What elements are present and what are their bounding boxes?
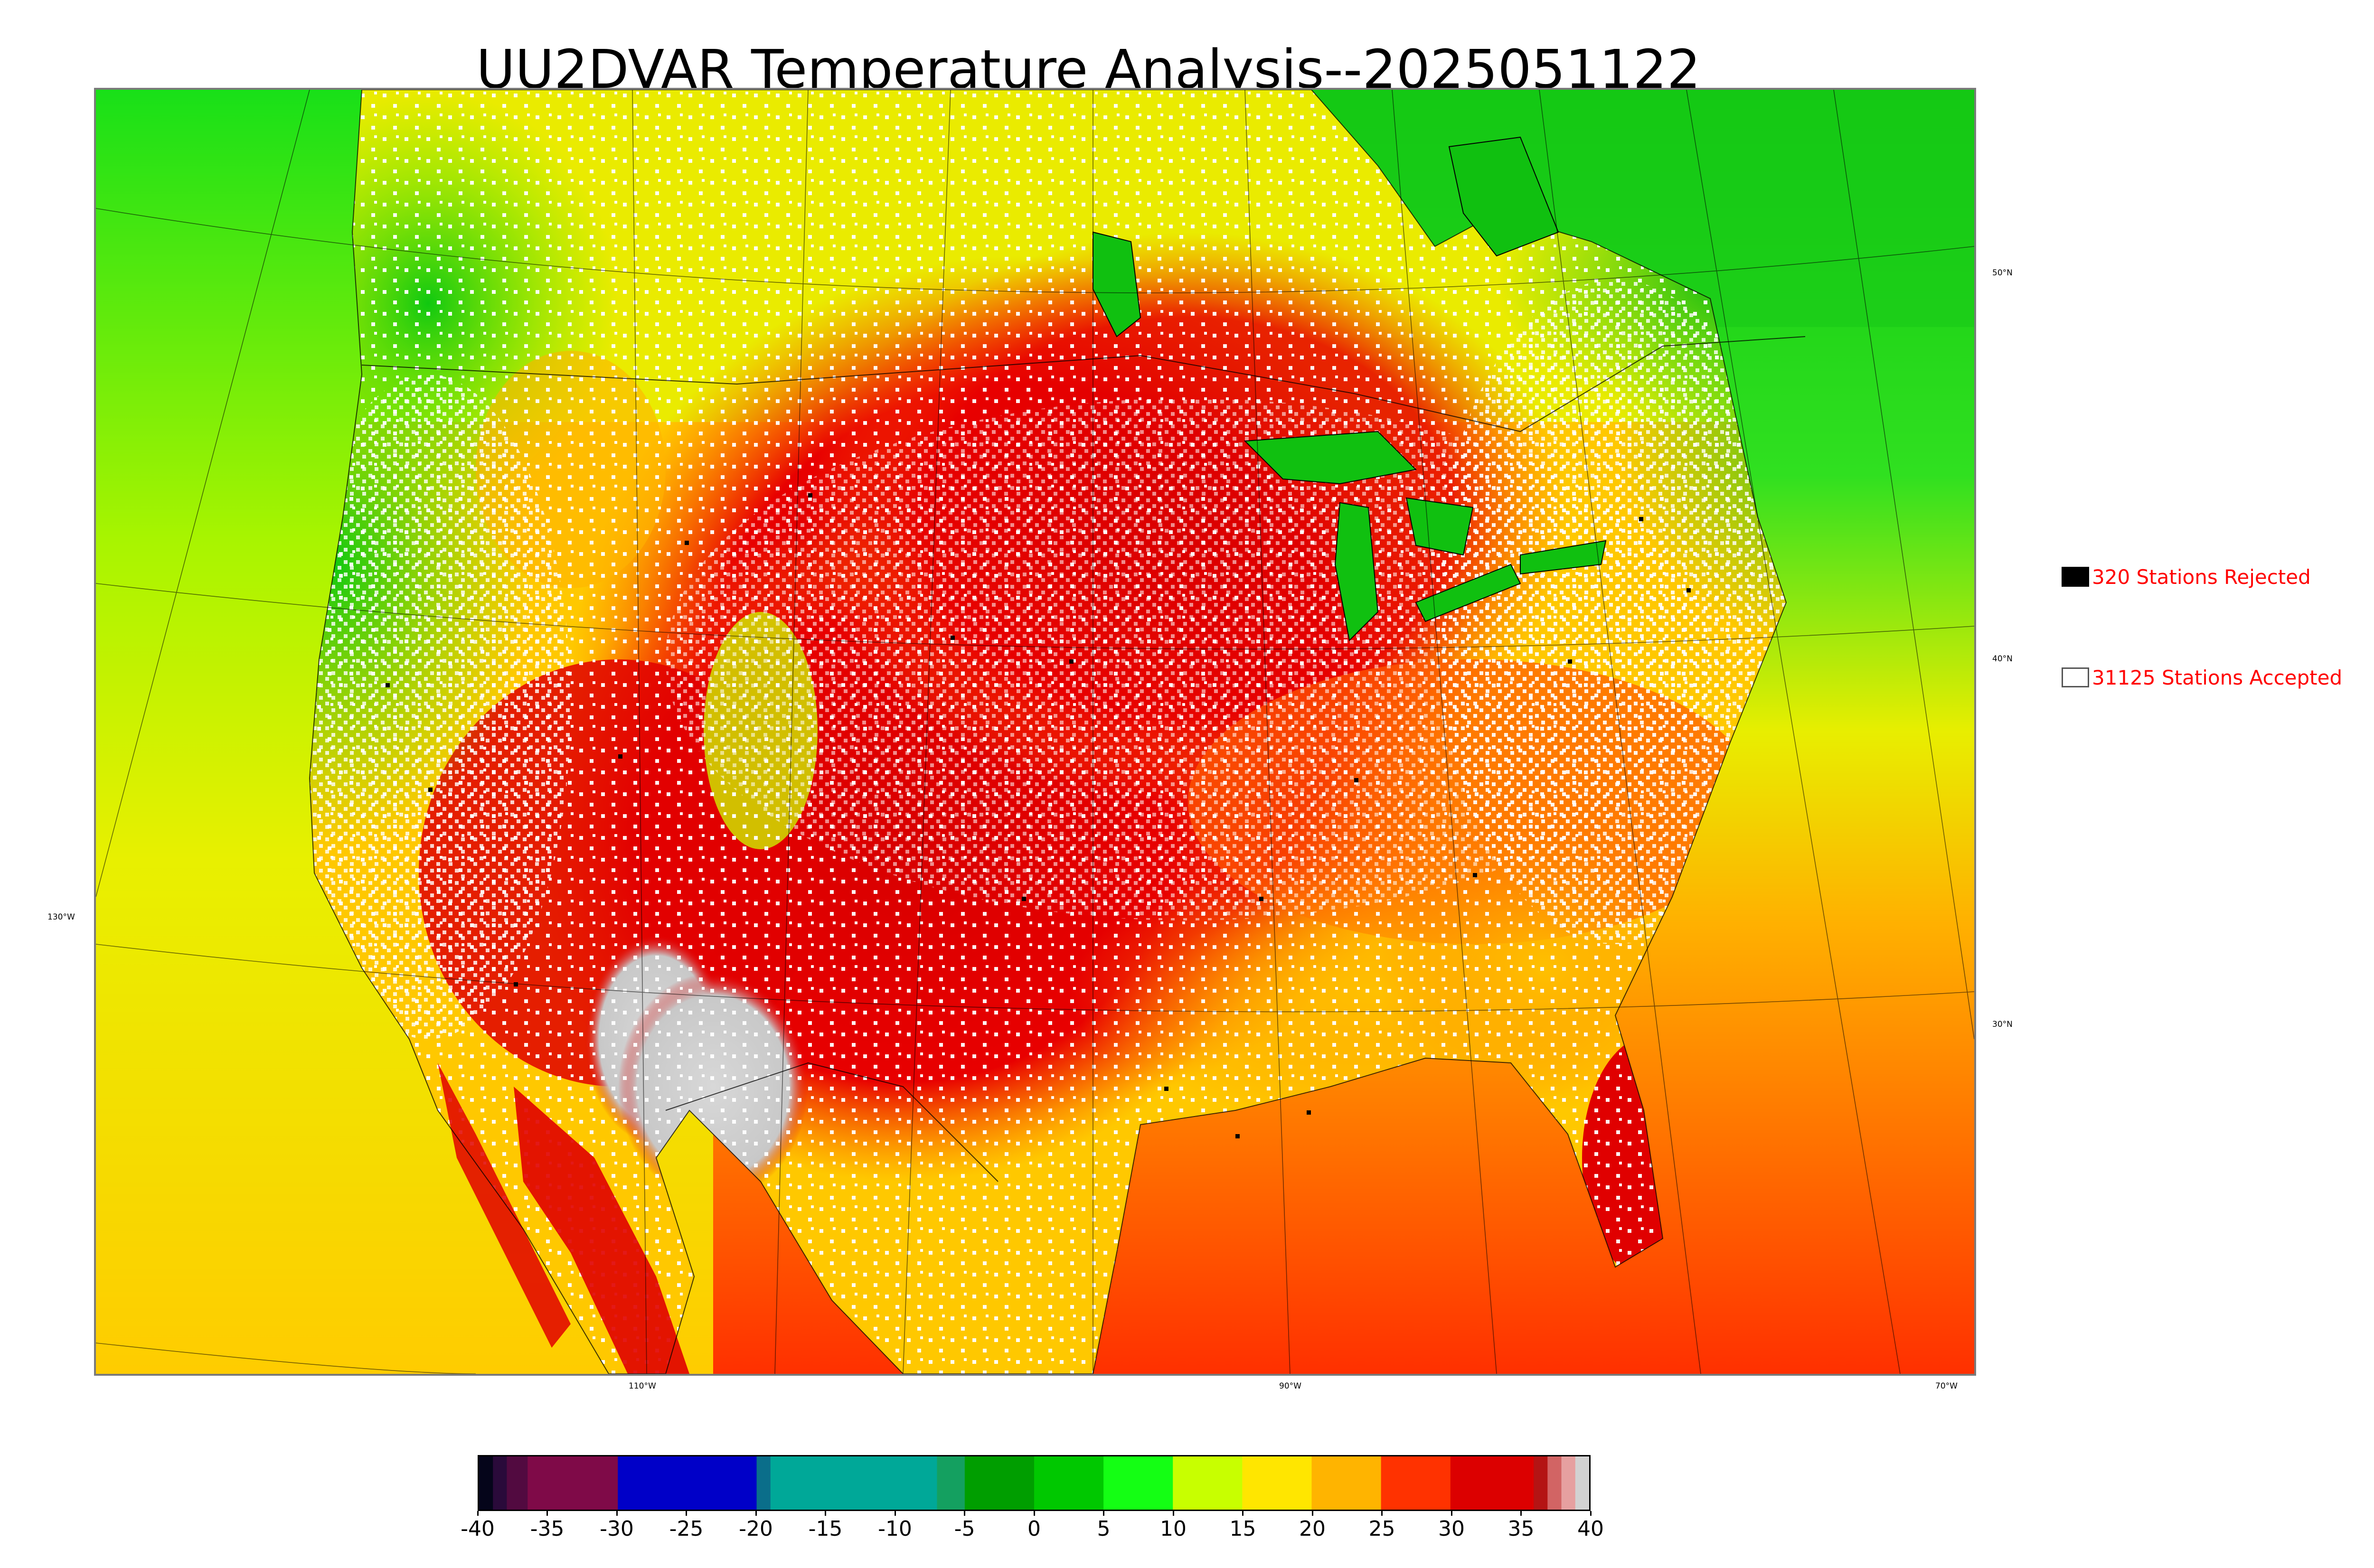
colorbar-gradient <box>479 1456 1589 1510</box>
colorbar-tick <box>964 1511 965 1516</box>
colorbar-tick-label: -25 <box>669 1517 704 1541</box>
longitude-85 <box>1392 90 1497 1374</box>
colorbar-tick <box>1033 1511 1035 1516</box>
colorbar-tick-label: -30 <box>600 1517 634 1541</box>
lake-huron <box>1405 497 1474 556</box>
rejected-stations <box>386 493 1691 1138</box>
colorbar-segment <box>1450 1456 1534 1510</box>
mexico-land <box>514 1087 689 1374</box>
colorbar-tick-label: 30 <box>1438 1517 1465 1541</box>
colorbar-segment <box>1034 1456 1104 1510</box>
lake-ontario <box>1520 540 1607 575</box>
longitude-label-130w: 130°W <box>47 912 75 922</box>
colorbar-segment <box>493 1456 507 1510</box>
longitude-110 <box>632 90 647 1374</box>
latitude-20 <box>96 1343 476 1374</box>
accepted-swatch <box>2062 667 2089 687</box>
rejected-swatch <box>2062 567 2089 587</box>
colorbar-tick <box>1103 1511 1104 1516</box>
colorbar-tick <box>825 1511 826 1516</box>
lake-superior <box>1244 431 1417 485</box>
baja-peninsula <box>438 1063 571 1348</box>
colorbar-segment <box>1575 1456 1589 1510</box>
colorbar-tick <box>1590 1511 1592 1516</box>
colorbar-segment <box>1534 1456 1548 1510</box>
temperature-map[interactable] <box>96 90 1974 1374</box>
coastlines <box>309 90 1806 1374</box>
colorbar-tick-label: -20 <box>739 1517 773 1541</box>
longitude-75 <box>1686 90 1901 1374</box>
colorbar-tick <box>1172 1511 1174 1516</box>
colorbar-segment <box>528 1456 618 1510</box>
colorbar-tick <box>1381 1511 1383 1516</box>
colorbar-tick-labels: -40 -35 -30 -25 -20 -15 -10 -5 0 5 10 15 20 25 30 35 40 <box>461 1511 1604 1549</box>
colorbar-tick-label: -5 <box>954 1517 975 1541</box>
colorbar-segment <box>1103 1456 1173 1510</box>
latitude-40 <box>96 583 1974 650</box>
latitude-label-40n: 40°N <box>1992 654 2013 664</box>
longitude-label-90w: 90°W <box>1279 1381 1301 1391</box>
colorbar-segment <box>1173 1456 1243 1510</box>
colorbar-tick <box>477 1511 479 1516</box>
colorbar-tick-label: 35 <box>1507 1517 1535 1541</box>
colorbar-tick <box>546 1511 548 1516</box>
hudson-bay <box>1448 136 1559 257</box>
colorbar-tick-label: -15 <box>808 1517 843 1541</box>
colorbar-tick <box>1520 1511 1522 1516</box>
colorbar-tick-label: 10 <box>1160 1517 1187 1541</box>
colorbar-segment <box>618 1456 757 1510</box>
longitude-100 <box>903 90 951 1374</box>
rejected-label: 320 Stations Rejected <box>2092 565 2311 589</box>
longitude-label-70w: 70°W <box>1935 1381 1958 1391</box>
latitude-label-30n: 30°N <box>1992 1020 2013 1029</box>
colorbar-tick <box>1242 1511 1244 1516</box>
colorbar-segment <box>1242 1456 1312 1510</box>
lake-michigan <box>1334 502 1379 642</box>
lake-erie <box>1415 563 1521 622</box>
colorbar-tick <box>1451 1511 1452 1516</box>
longitude-70 <box>1833 90 1974 1040</box>
colorbar-segment <box>479 1456 493 1510</box>
longitude-130 <box>96 90 310 897</box>
colorbar-tick-label: 25 <box>1368 1517 1395 1541</box>
colorbar-tick <box>894 1511 896 1516</box>
longitude-90 <box>1244 90 1291 1374</box>
colorbar-segment <box>1561 1456 1576 1510</box>
colorbar-tick <box>1311 1511 1313 1516</box>
accepted-label: 31125 Stations Accepted <box>2092 666 2343 689</box>
map-panel[interactable] <box>94 88 1976 1376</box>
latitude-30 <box>96 944 1974 1013</box>
longitude-80 <box>1539 90 1701 1374</box>
colorbar-tick-label: 5 <box>1097 1517 1111 1541</box>
colorbar-segment <box>1311 1456 1382 1510</box>
colorbar-segment <box>937 1456 965 1510</box>
colorbar-tick-label: 20 <box>1299 1517 1326 1541</box>
colorbar-tick <box>616 1511 618 1516</box>
colorbar-tick-label: -35 <box>530 1517 565 1541</box>
colorbar-tick <box>755 1511 757 1516</box>
great-lakes <box>1093 136 1607 642</box>
colorbar-segment <box>770 1456 937 1510</box>
legend-rejected: 320 Stations Rejected <box>2062 565 2311 589</box>
temperature-colorbar <box>478 1455 1591 1511</box>
colorbar-tick-label: 15 <box>1229 1517 1256 1541</box>
latitude-label-50n: 50°N <box>1992 268 2013 278</box>
longitude-label-110w: 110°W <box>629 1381 656 1391</box>
colorbar-segment <box>507 1456 528 1510</box>
colorbar-segment <box>756 1456 771 1510</box>
longitude-105 <box>774 90 809 1374</box>
colorbar-tick-label: -40 <box>461 1517 495 1541</box>
latitude-50 <box>96 208 1974 293</box>
legend-accepted: 31125 Stations Accepted <box>2062 666 2342 689</box>
colorbar-segment <box>1381 1456 1451 1510</box>
colorbar-tick-label: -10 <box>878 1517 912 1541</box>
colorbar-tick-label: 40 <box>1577 1517 1604 1541</box>
colorbar-tick <box>686 1511 687 1516</box>
colorbar-segment <box>964 1456 1035 1510</box>
graticule <box>96 90 1974 1374</box>
colorbar-tick-label: 0 <box>1027 1517 1041 1541</box>
colorbar-segment <box>1547 1456 1562 1510</box>
